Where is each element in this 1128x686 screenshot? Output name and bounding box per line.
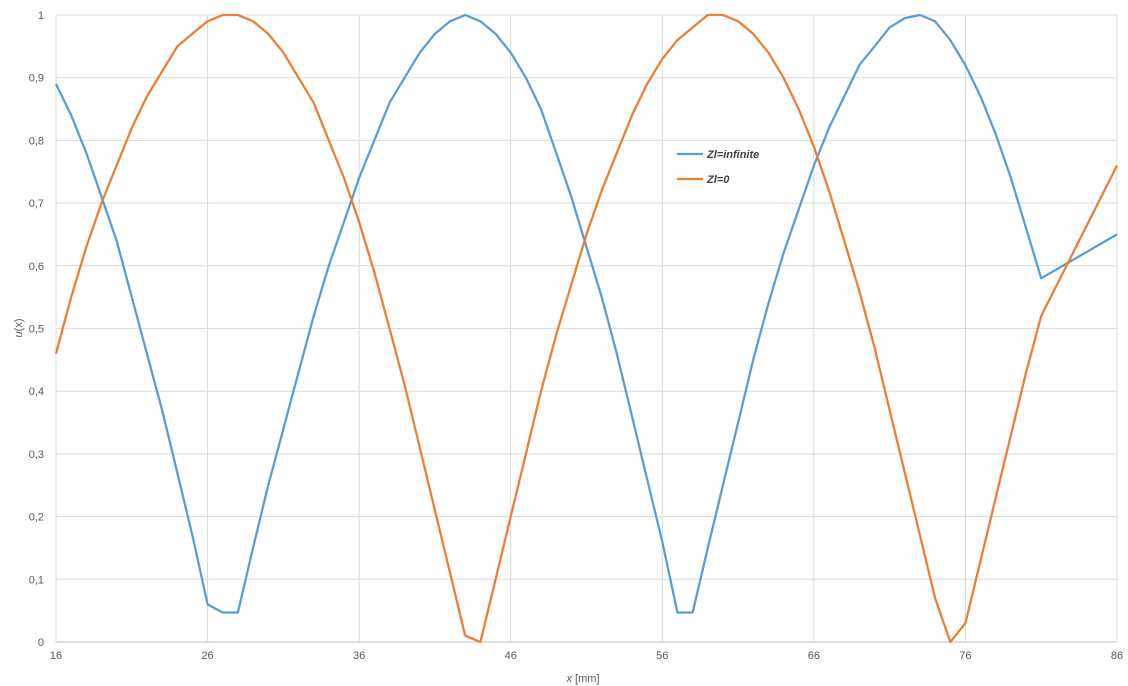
x-axis-title-unit: [mm] bbox=[572, 673, 600, 685]
x-tick-label: 16 bbox=[50, 650, 62, 662]
x-tick-label: 66 bbox=[808, 650, 820, 662]
x-tick-label: 86 bbox=[1111, 650, 1123, 662]
y-axis-ticks: 0 0,1 0,2 0,3 0,4 0,5 0,6 0,7 0,8 0,9 1 bbox=[29, 10, 44, 649]
y-tick-label: 0 bbox=[38, 637, 44, 649]
x-tick-label: 76 bbox=[959, 650, 971, 662]
y-tick-label: 0,9 bbox=[29, 73, 44, 85]
y-tick-label: 0,8 bbox=[29, 135, 44, 147]
y-tick-label: 0,7 bbox=[29, 198, 44, 210]
x-tick-label: 56 bbox=[656, 650, 668, 662]
x-axis-title: x [mm] bbox=[566, 673, 600, 685]
x-tick-label: 26 bbox=[201, 650, 213, 662]
x-tick-label: 36 bbox=[353, 650, 365, 662]
legend-label-1: Zl=infinite bbox=[706, 149, 759, 161]
legend: Zl=infinite Zl=0 bbox=[677, 149, 759, 186]
y-axis-title: u(x) bbox=[13, 319, 25, 338]
y-tick-label: 0,5 bbox=[29, 324, 44, 336]
grid bbox=[56, 15, 1117, 642]
series-line-1 bbox=[56, 15, 1117, 613]
y-tick-label: 0,6 bbox=[29, 261, 44, 273]
y-axis-title-argument: (x) bbox=[13, 319, 25, 332]
y-tick-label: 0,2 bbox=[29, 512, 44, 524]
y-tick-label: 0,1 bbox=[29, 574, 44, 586]
y-tick-label: 1 bbox=[38, 10, 44, 22]
y-tick-label: 0,4 bbox=[29, 386, 44, 398]
x-axis-ticks: 16 26 36 46 56 66 76 86 bbox=[50, 650, 1123, 662]
y-tick-label: 0,3 bbox=[29, 449, 44, 461]
x-tick-label: 46 bbox=[505, 650, 517, 662]
legend-label-2: Zl=0 bbox=[706, 174, 730, 186]
